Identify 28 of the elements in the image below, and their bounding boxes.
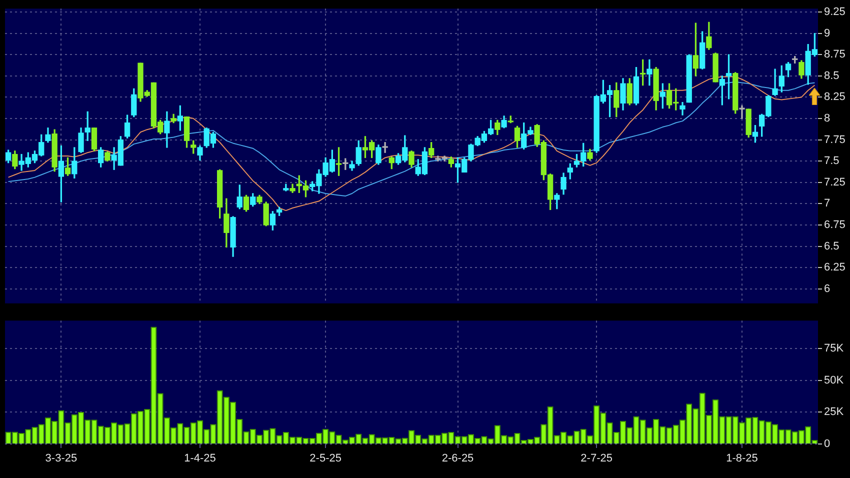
y-tick-label: 75K: [824, 342, 844, 355]
candlestick: [772, 68, 778, 96]
x-tick-label: 2-7-25: [580, 452, 612, 465]
y-tick-label: 8.25: [824, 91, 846, 104]
y-tick-label: 7.25: [824, 176, 846, 188]
y-tick-label: 6.25: [824, 262, 846, 274]
y-tick-label: 9: [824, 27, 830, 40]
x-tick-label: 1-8-25: [726, 452, 758, 465]
x-tick-label: 1-4-25: [184, 452, 216, 465]
y-tick-label: 8.5: [824, 70, 840, 82]
candlestick: [646, 59, 652, 86]
y-tick-label: 8: [824, 112, 830, 125]
y-tick-label: 6.75: [824, 219, 846, 232]
x-tick-label: 3-3-25: [45, 452, 78, 465]
y-tick-label: 8.75: [824, 48, 846, 61]
candlestick: [739, 105, 745, 119]
candlestick: [382, 142, 388, 153]
y-tick-label: 0: [824, 438, 830, 450]
y-tick-label: 25K: [824, 406, 844, 418]
y-tick-label: 6.5: [824, 240, 840, 252]
y-tick-label: 50K: [824, 374, 844, 386]
y-tick-label: 7.5: [824, 155, 840, 168]
y-tick-label: 9.25: [824, 6, 846, 18]
y-tick-label: 6: [824, 282, 830, 295]
y-tick-label: 7: [824, 198, 830, 210]
x-tick-label: 2-5-25: [310, 452, 342, 465]
y-tick-label: 7.75: [824, 134, 846, 146]
x-tick-label: 2-6-25: [442, 452, 474, 465]
